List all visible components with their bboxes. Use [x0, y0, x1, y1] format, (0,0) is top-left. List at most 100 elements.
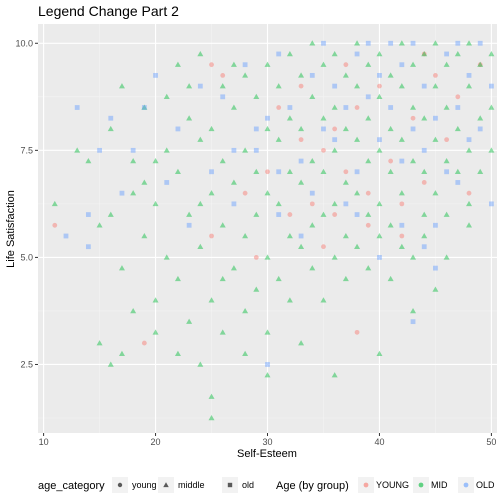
data-point-mid — [219, 222, 226, 228]
data-point-old — [164, 180, 170, 185]
data-point-young — [354, 329, 360, 335]
data-point-old — [332, 137, 338, 143]
data-point-old — [231, 201, 237, 207]
data-point-young — [298, 83, 304, 89]
data-point-old — [365, 94, 371, 100]
data-point-old — [477, 40, 483, 46]
data-point-mid — [242, 350, 249, 357]
data-point-mid — [432, 136, 439, 142]
data-point-mid — [331, 372, 338, 378]
data-point-mid — [275, 200, 282, 207]
data-point-mid — [141, 104, 148, 110]
data-point-mid — [242, 147, 249, 153]
data-point-mid — [398, 83, 405, 89]
data-point-mid — [107, 361, 114, 367]
y-axis-title: Life Satisfaction — [5, 190, 17, 268]
data-point-mid — [410, 254, 417, 260]
data-point-old — [253, 147, 259, 153]
data-point-mid — [186, 83, 193, 89]
data-point-mid — [454, 125, 461, 132]
data-point-mid — [443, 158, 450, 164]
data-point-mid — [320, 297, 327, 303]
data-point-old — [354, 169, 360, 175]
data-point-mid — [410, 104, 417, 110]
data-point-old — [287, 105, 293, 110]
data-point-old — [444, 51, 450, 57]
data-point-mid — [174, 275, 181, 282]
data-point-mid — [376, 350, 383, 357]
data-point-mid — [298, 125, 305, 132]
data-point-old — [410, 319, 416, 325]
data-point-mid — [286, 168, 293, 175]
data-point-old — [276, 212, 282, 217]
data-point-mid — [174, 350, 181, 357]
x-axis-title: Self-Esteem — [237, 448, 297, 460]
data-point-mid — [230, 179, 237, 185]
data-point-mid — [264, 254, 271, 260]
data-point-mid — [320, 115, 327, 121]
legend-key-middle — [163, 482, 169, 488]
data-point-young — [209, 233, 214, 239]
data-point-old — [209, 169, 214, 175]
data-point-old — [309, 72, 315, 78]
data-point-young — [343, 62, 349, 68]
data-point-old — [343, 201, 349, 207]
legend-label-young: young — [132, 480, 157, 490]
data-point-mid — [152, 297, 159, 303]
data-point-mid — [432, 40, 439, 46]
data-point-mid — [186, 211, 193, 217]
data-point-young — [343, 169, 349, 175]
data-point-mid — [186, 115, 193, 121]
data-point-mid — [342, 125, 349, 132]
data-point-old — [466, 72, 472, 78]
shape-legend: age_category young middle old — [38, 477, 254, 493]
data-point-old — [410, 126, 416, 132]
data-point-mid — [320, 168, 327, 175]
data-point-young — [433, 72, 438, 78]
data-point-mid — [410, 158, 417, 164]
data-point-mid — [331, 254, 338, 260]
data-point-mid — [309, 158, 316, 164]
data-point-mid — [466, 222, 473, 228]
data-point-mid — [432, 190, 439, 196]
data-point-mid — [331, 104, 338, 110]
data-point-old — [265, 362, 270, 367]
data-point-mid — [253, 168, 260, 175]
legend-label-middle: middle — [178, 480, 205, 490]
x-tick-label: 50 — [486, 437, 496, 447]
data-point-mid — [208, 125, 215, 132]
data-point-young — [365, 190, 371, 196]
legend-label-old: old — [242, 480, 254, 490]
data-point-mid — [219, 329, 226, 335]
data-point-mid — [264, 329, 271, 335]
data-point-mid — [387, 222, 394, 228]
data-point-mid — [264, 190, 271, 196]
data-point-mid — [432, 83, 439, 89]
data-point-mid — [342, 232, 349, 239]
data-point-old — [455, 40, 461, 46]
y-tick-label: 5.0 — [20, 252, 33, 262]
data-point-mid — [96, 222, 103, 228]
data-point-mid — [186, 318, 193, 324]
data-point-old — [141, 105, 147, 110]
data-point-mid — [208, 393, 215, 399]
data-point-young — [399, 233, 405, 239]
color-legend-title: Age (by group) — [276, 480, 349, 492]
data-point-mid — [477, 115, 484, 121]
data-point-old — [332, 83, 338, 89]
data-point-old — [276, 51, 282, 57]
y-tick-label: 2.5 — [20, 359, 33, 369]
data-point-young — [321, 244, 326, 250]
data-point-mid — [74, 147, 81, 153]
data-point-old — [298, 233, 304, 239]
data-point-old — [231, 147, 237, 153]
data-point-mid — [85, 158, 92, 164]
data-point-mid — [130, 307, 137, 314]
data-point-mid — [365, 211, 372, 217]
data-point-mid — [275, 275, 282, 282]
data-point-mid — [163, 254, 170, 260]
data-point-old — [321, 40, 326, 46]
data-point-mid — [376, 93, 383, 100]
data-point-old — [298, 158, 304, 164]
data-point-mid — [219, 158, 226, 164]
